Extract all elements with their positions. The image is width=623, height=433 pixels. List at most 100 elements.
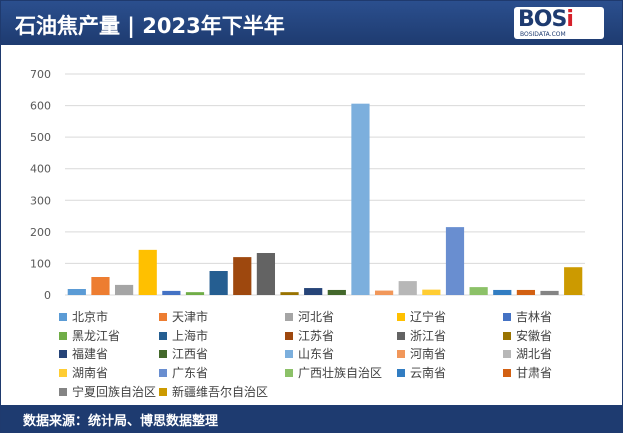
legend-item: 天津市 (159, 308, 208, 325)
bar-江西省 (327, 289, 346, 295)
bar-山东省 (351, 103, 370, 295)
legend-label: 湖北省 (516, 347, 553, 362)
legend-label: 江苏省 (298, 328, 335, 343)
bar-福建省 (304, 288, 323, 295)
legend-swatch (59, 387, 67, 396)
bar-河南省 (374, 290, 394, 295)
legend-label: 广东省 (172, 366, 209, 381)
legend-label: 福建省 (72, 347, 109, 362)
bar-安徽省 (280, 292, 299, 295)
bar-辽宁省 (138, 249, 157, 295)
legend-label: 安徽省 (516, 328, 553, 343)
y-tick-label: 700 (30, 68, 51, 81)
legend-swatch (285, 369, 293, 378)
legend-item: 江苏省 (285, 327, 334, 344)
legend-item: 河南省 (397, 345, 446, 362)
legend-item: 广东省 (159, 364, 208, 381)
legend-swatch (397, 369, 405, 378)
logo: BOSi BOSIDATA.COM (514, 7, 604, 39)
legend-swatch (285, 313, 293, 321)
legend-item: 上海市 (159, 327, 208, 344)
legend-label: 上海市 (172, 328, 209, 343)
legend-item: 云南省 (397, 364, 446, 381)
y-tick-label: 400 (30, 163, 51, 176)
bar-上海市 (209, 271, 228, 295)
bar-广西壮族自治区 (469, 287, 488, 295)
legend-swatch (59, 350, 67, 359)
legend-label: 辽宁省 (410, 310, 447, 324)
legend-swatch (285, 350, 293, 359)
legend-swatch (503, 350, 511, 359)
legend-label: 新疆维吾尔自治区 (172, 384, 269, 399)
legend-label: 山东省 (298, 347, 335, 362)
legend-item: 江西省 (159, 345, 208, 362)
legend-item: 甘肃省 (503, 364, 552, 381)
legend-label: 江西省 (172, 347, 209, 362)
bar-湖北省 (398, 281, 417, 295)
legend-item: 山东省 (285, 345, 334, 362)
legend-item: 湖北省 (503, 345, 552, 362)
legend-label: 天津市 (172, 310, 209, 324)
y-tick-label: 200 (30, 226, 51, 239)
legend-swatch (397, 331, 405, 340)
legend-swatch (397, 350, 405, 359)
legend-swatch (59, 313, 67, 321)
bar-广东省 (445, 227, 465, 295)
legend-swatch (397, 313, 405, 321)
legend-swatch (503, 331, 511, 340)
bar-河北省 (114, 284, 134, 295)
legend-label: 湖南省 (72, 366, 109, 381)
legend-label: 甘肃省 (516, 366, 553, 381)
bar-湖南省 (422, 289, 441, 295)
y-tick-label: 500 (30, 131, 51, 144)
bar-吉林省 (162, 290, 181, 295)
legend-swatch (285, 331, 293, 340)
legend-swatch (503, 313, 511, 321)
legend-item: 新疆维吾尔自治区 (159, 383, 268, 400)
bar-浙江省 (256, 253, 276, 295)
legend-swatch (503, 369, 511, 378)
legend-swatch (159, 313, 167, 321)
legend-item: 广西壮族自治区 (285, 364, 382, 381)
legend-swatch (159, 387, 167, 396)
y-tick-label: 600 (30, 100, 51, 113)
bar-宁夏回族自治区 (540, 290, 559, 295)
y-tick-label: 0 (44, 289, 51, 300)
legend-item: 宁夏回族自治区 (59, 383, 156, 400)
bar-新疆维吾尔自治区 (564, 267, 583, 295)
bar-江苏省 (233, 257, 252, 295)
legend-swatch (159, 369, 167, 378)
legend-label: 河南省 (410, 347, 447, 362)
bar-甘肃省 (516, 289, 536, 295)
bar-黑龙江省 (185, 292, 205, 295)
data-source: 数据来源：统计局、博思数据整理 (23, 414, 219, 429)
legend-item: 安徽省 (503, 327, 552, 344)
legend-label: 河北省 (298, 310, 335, 324)
legend-item: 黑龙江省 (59, 327, 120, 344)
legend-item: 浙江省 (397, 327, 446, 344)
bar-天津市 (91, 277, 110, 295)
legend-item: 北京市 (59, 308, 108, 325)
chart-title: 石油焦产量 | 2023年下半年 (15, 14, 285, 38)
legend-label: 北京市 (72, 310, 109, 324)
header-bar: 石油焦产量 | 2023年下半年 BOSi BOSIDATA.COM (1, 1, 622, 45)
legend-swatch (59, 331, 67, 340)
legend-item: 福建省 (59, 345, 108, 362)
legend-item: 吉林省 (503, 308, 552, 325)
y-tick-label: 100 (30, 257, 51, 270)
bar-北京市 (67, 289, 86, 295)
footer-bar: 数据来源：统计局、博思数据整理 (1, 405, 622, 432)
legend-swatch (59, 369, 67, 378)
legend-item: 辽宁省 (397, 308, 446, 325)
legend-swatch (159, 350, 167, 359)
legend-label: 黑龙江省 (72, 328, 121, 343)
plot-area: 0 100 200 300 400 500 600 700 (30, 68, 585, 300)
legend-label: 宁夏回族自治区 (72, 384, 157, 399)
legend-label: 吉林省 (516, 310, 553, 324)
legend-swatch (159, 331, 167, 340)
bar-云南省 (493, 289, 512, 295)
legend-label: 云南省 (410, 366, 447, 381)
y-tick-label: 300 (30, 194, 51, 207)
legend-item: 湖南省 (59, 364, 108, 381)
